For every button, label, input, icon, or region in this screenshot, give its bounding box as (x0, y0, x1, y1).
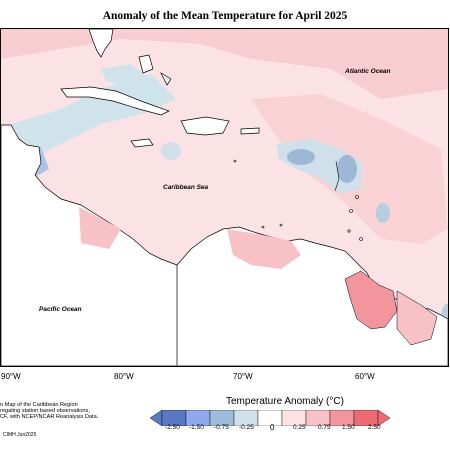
island-dot (279, 223, 283, 227)
bahamas-land (138, 54, 154, 74)
landmasses (1, 29, 448, 366)
longitude-label: 60°W (355, 372, 375, 381)
longitude-label: 80°W (114, 372, 134, 381)
puerto-rico-land (240, 127, 260, 135)
legend-title: Temperature Anomaly (°C) (226, 396, 344, 407)
legend-tick: -0.75 (214, 424, 229, 431)
cool-anomaly-hispaniola (161, 142, 181, 160)
hispaniola-land (180, 116, 230, 136)
island-dot (261, 225, 265, 229)
map-note: n Map of the Caribbean Region regating s… (0, 402, 98, 421)
cool-anomaly-florida (101, 64, 151, 87)
colorbar-arrow-left (150, 410, 163, 426)
bahamas-land-2 (160, 72, 172, 86)
cool-anomaly-core-1 (287, 149, 315, 165)
warm-anomaly-suriname (396, 290, 438, 346)
warm-anomaly-north (1, 29, 448, 99)
south-america-land (176, 226, 448, 366)
legend-tick: -2.50 (165, 424, 180, 431)
colorbar-arrow-right (377, 410, 390, 426)
island-dot (233, 159, 237, 163)
florida-land (88, 29, 114, 58)
cool-anomaly-barbados (376, 203, 390, 223)
jamaica-land (130, 138, 154, 148)
lesser-antilles-islands (334, 160, 340, 192)
note-line: regating station based observations, (0, 408, 90, 415)
note-line: n Map of the Caribbean Region (0, 402, 78, 408)
anomaly-map: Atlantic Ocean Caribbean Sea Pacific Oce… (0, 28, 449, 367)
cool-anomaly-core-2 (337, 155, 357, 183)
caribbean-sea-label: Caribbean Sea (163, 184, 209, 191)
longitude-label: 70°W (233, 372, 253, 381)
copyright-text: CIMH Jun2025 (3, 432, 37, 438)
island-dot (349, 209, 353, 213)
atlantic-ocean-label: Atlantic Ocean (344, 68, 391, 75)
warm-anomaly-guyana (344, 270, 398, 330)
cuba-land (60, 86, 170, 116)
colorbar (150, 410, 390, 426)
map-title: Anomaly of the Mean Temperature for Apri… (102, 10, 348, 22)
island-dot (347, 229, 351, 233)
legend-tick: 0.25 (293, 424, 306, 431)
cool-anomaly-gulf (11, 74, 176, 154)
island-dot (355, 195, 359, 199)
pacific-ocean-label: Pacific Ocean (39, 306, 82, 313)
warm-anomaly-venezuela (227, 229, 301, 269)
note-line: CF, with NCEP/NCAR Reanalysis Data. (0, 414, 99, 421)
legend-tick: 0 (270, 423, 275, 432)
colorbar-cells (161, 410, 379, 426)
legend-tick: 1.50 (342, 424, 355, 431)
anomaly-map-canvas: Atlantic Ocean Caribbean Sea Pacific Oce… (1, 29, 448, 366)
longitude-label: 90°W (1, 372, 21, 381)
island-dot (359, 237, 363, 241)
legend-tick: -0.25 (239, 424, 254, 431)
small-islands (233, 159, 363, 241)
legend-tick: 0.75 (318, 424, 331, 431)
warm-anomaly-central-america (79, 207, 121, 249)
legend-tick: 2.50 (368, 424, 381, 431)
legend-tick: -1.50 (189, 424, 204, 431)
